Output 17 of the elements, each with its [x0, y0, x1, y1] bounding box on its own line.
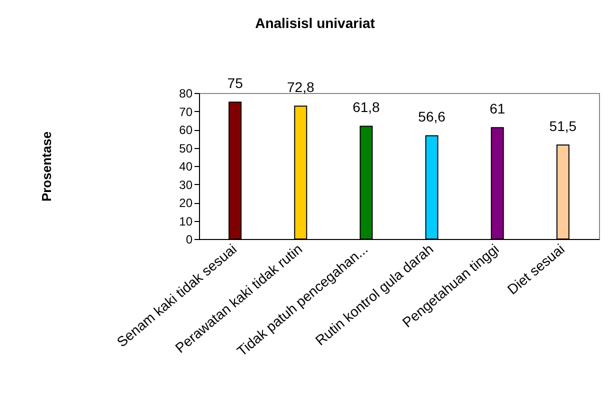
data-label: 51,5 [549, 118, 577, 134]
data-label: 75 [227, 75, 244, 92]
data-label: 61,8 [352, 99, 380, 116]
data-label: 72,8 [287, 79, 314, 96]
y-tick-label: 30 [179, 178, 193, 192]
y-tick-label: 20 [179, 196, 193, 210]
y-tick-label: 10 [179, 214, 193, 228]
y-tick-label: 70 [179, 104, 193, 119]
data-label: 61 [490, 100, 506, 117]
y-tick-label: 40 [179, 160, 193, 174]
y-tick-label: 0 [186, 232, 193, 246]
y-tick-label: 60 [179, 123, 193, 137]
y-tick-label: 50 [179, 141, 193, 156]
chart-title: Analisisl univariat [255, 15, 376, 32]
data-label: 56,6 [418, 108, 446, 125]
y-tick-label: 80 [179, 86, 193, 100]
y-axis-title: Prosentase [39, 131, 54, 202]
